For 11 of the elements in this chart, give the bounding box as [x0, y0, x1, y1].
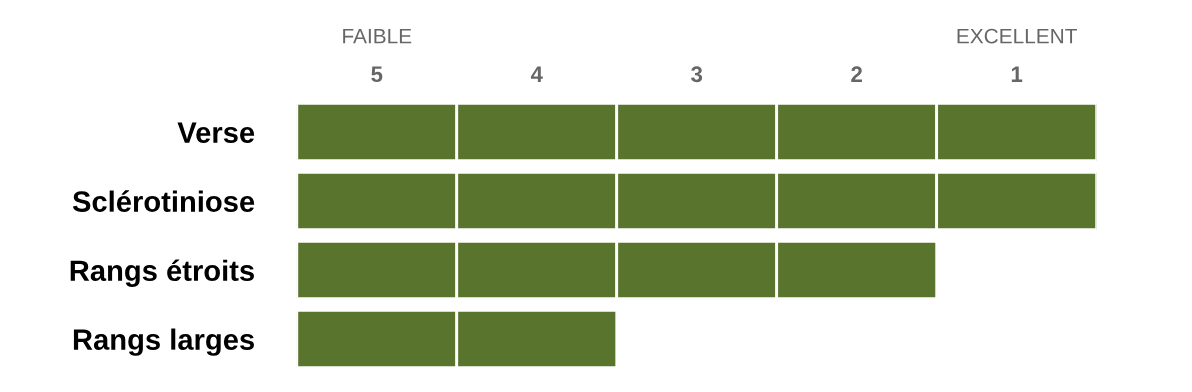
text: 2: [851, 66, 862, 82]
text: 5: [371, 66, 383, 83]
text: 1: [1011, 66, 1023, 82]
text: EXCELLENT: [957, 28, 1077, 44]
y-tick-label: Verse: [177, 122, 255, 143]
y-tick-label: Sclérotiniose: [72, 190, 255, 212]
text: 4: [530, 66, 543, 82]
text: 3: [691, 66, 703, 83]
text: FAIBLE: [343, 28, 412, 44]
y-tick-label: Rangs larges: [73, 328, 254, 356]
y-tick-label: Rangs étroits: [70, 259, 254, 287]
